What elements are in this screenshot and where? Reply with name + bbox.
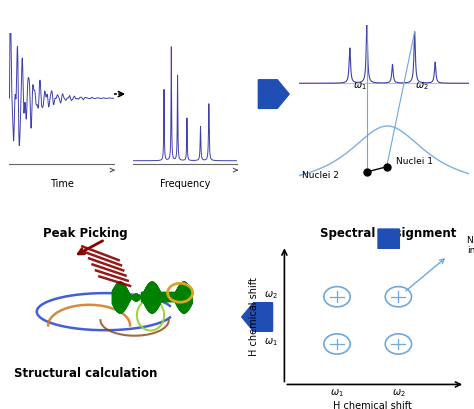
Text: $\omega_2$: $\omega_2$ bbox=[264, 289, 277, 301]
X-axis label: H chemical shift: H chemical shift bbox=[333, 401, 411, 409]
Text: Nuclei 2: Nuclei 2 bbox=[302, 171, 339, 180]
Text: $\omega_1$: $\omega_1$ bbox=[353, 81, 367, 92]
Text: Peak Picking: Peak Picking bbox=[43, 227, 128, 240]
FancyArrow shape bbox=[141, 289, 191, 305]
Y-axis label: H chemical shift: H chemical shift bbox=[249, 278, 259, 356]
Text: Nuclei 1 and 2
interact: Nuclei 1 and 2 interact bbox=[467, 236, 474, 255]
Text: $\omega_1$: $\omega_1$ bbox=[264, 336, 277, 348]
FancyArrow shape bbox=[258, 80, 289, 108]
Text: $\omega_2$: $\omega_2$ bbox=[415, 81, 428, 92]
Text: NOE assignment: NOE assignment bbox=[320, 367, 429, 380]
Text: Nuclei 1: Nuclei 1 bbox=[396, 157, 433, 166]
FancyArrow shape bbox=[378, 229, 399, 266]
Text: Structural calculation: Structural calculation bbox=[14, 367, 157, 380]
Text: Spectral assignment: Spectral assignment bbox=[320, 227, 457, 240]
Text: Frequency: Frequency bbox=[160, 179, 210, 189]
Text: Time: Time bbox=[50, 179, 73, 189]
Text: $\omega_1$: $\omega_1$ bbox=[330, 387, 344, 399]
Text: $\omega_2$: $\omega_2$ bbox=[392, 387, 405, 399]
FancyArrow shape bbox=[242, 303, 273, 331]
